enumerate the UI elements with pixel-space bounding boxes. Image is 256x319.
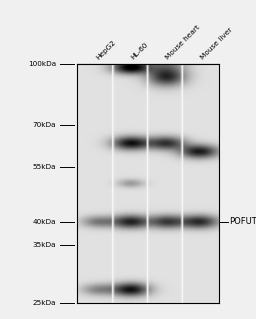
- Text: 35kDa: 35kDa: [33, 242, 56, 248]
- Text: HepG2: HepG2: [94, 39, 116, 61]
- Text: Mouse heart: Mouse heart: [164, 24, 201, 61]
- Text: Mouse liver: Mouse liver: [199, 26, 233, 61]
- Text: 40kDa: 40kDa: [33, 219, 56, 225]
- Text: 100kDa: 100kDa: [28, 61, 56, 67]
- Text: POFUT1: POFUT1: [229, 218, 256, 226]
- Text: 55kDa: 55kDa: [33, 164, 56, 170]
- Text: 70kDa: 70kDa: [33, 122, 56, 128]
- Text: HL-60: HL-60: [129, 41, 149, 61]
- Text: 25kDa: 25kDa: [33, 300, 56, 306]
